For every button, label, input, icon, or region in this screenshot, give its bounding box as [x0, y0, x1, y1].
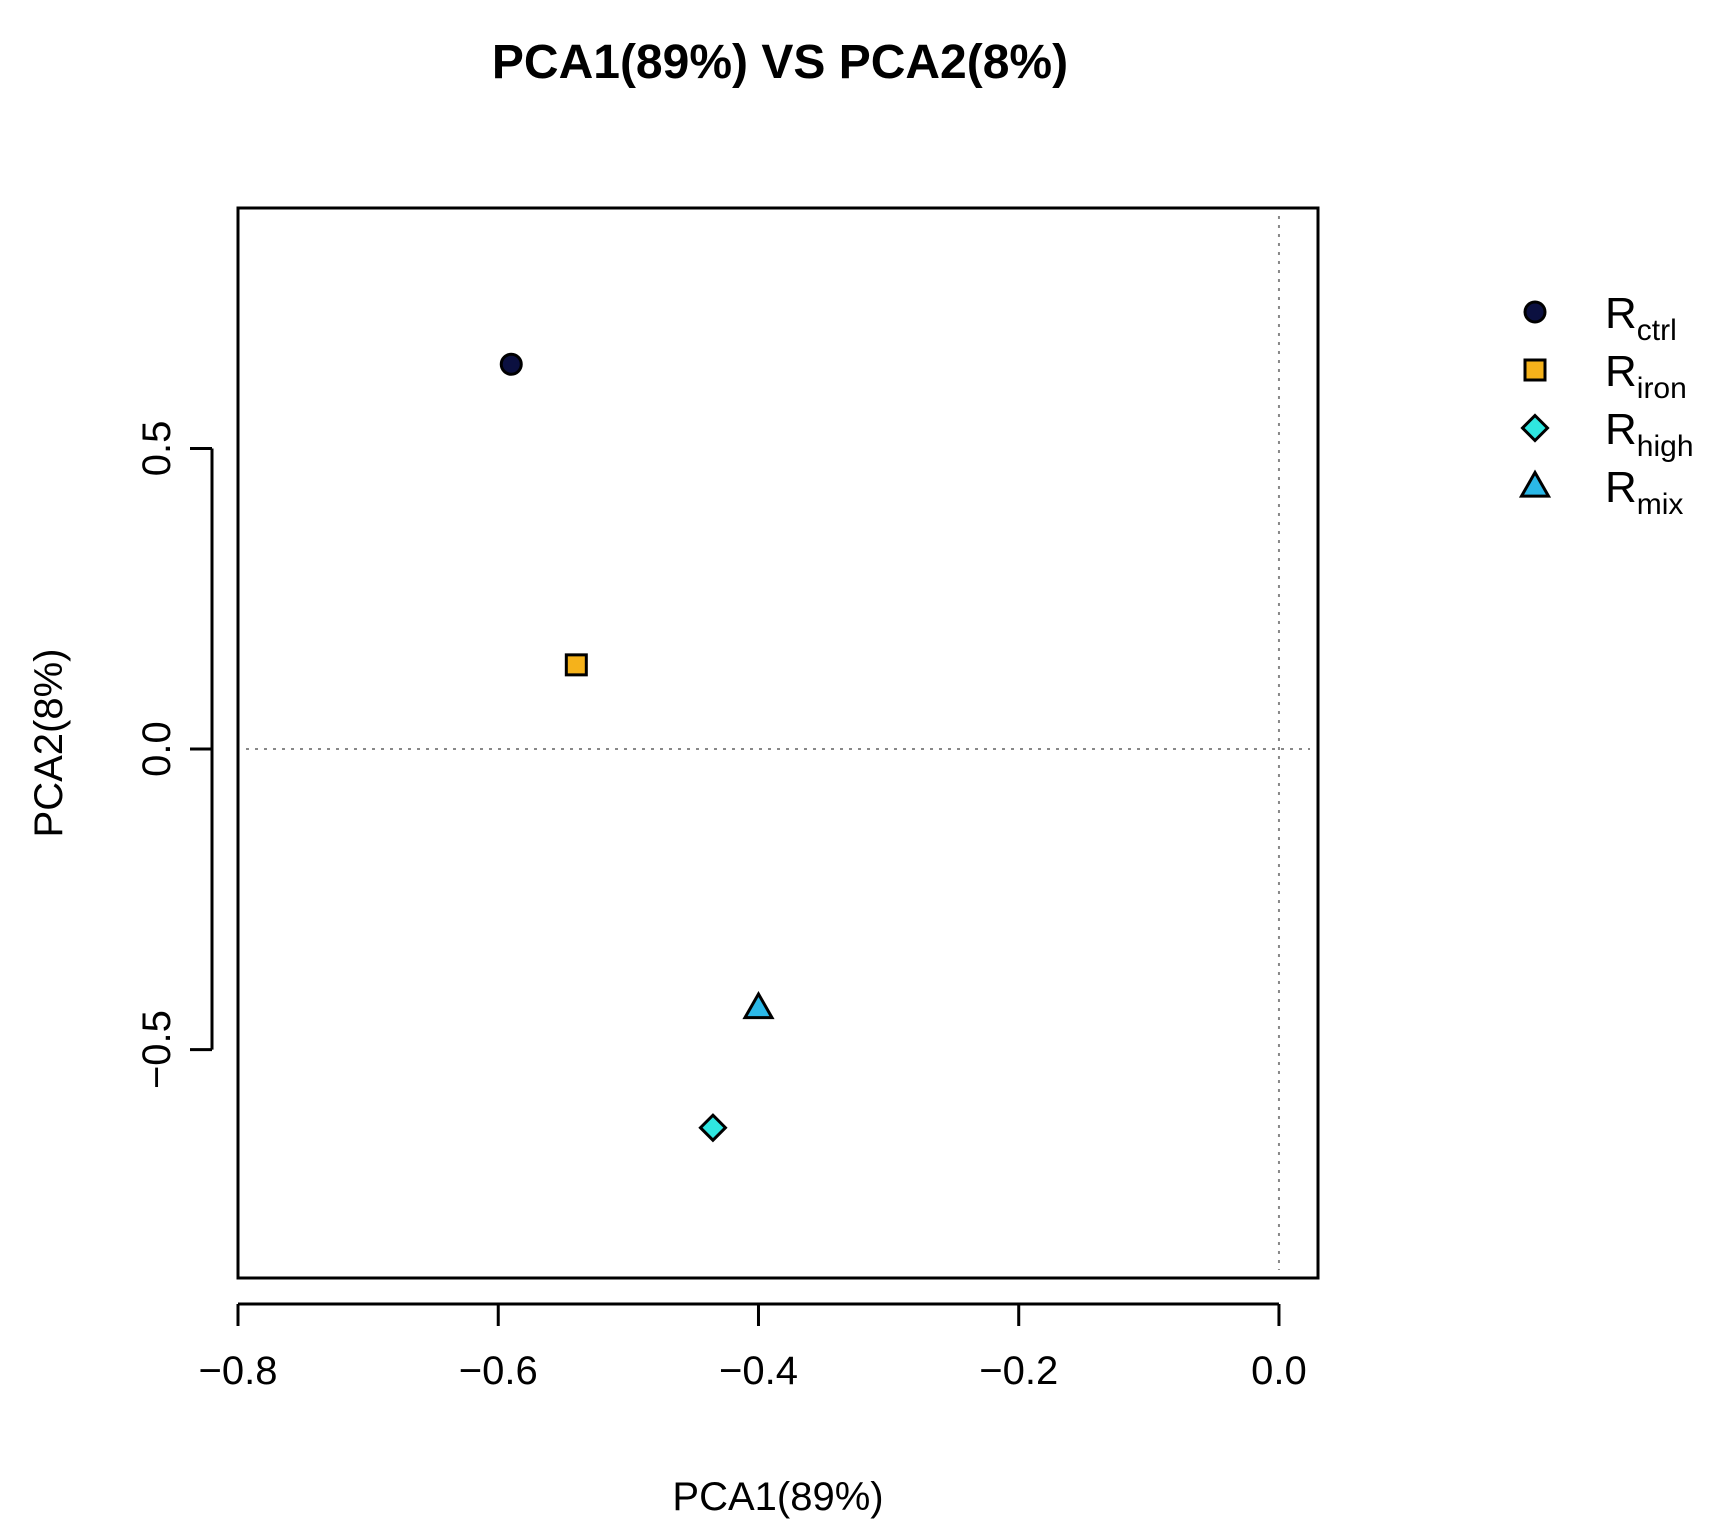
legend-marker-rmix	[1518, 469, 1552, 498]
x-axis-label: PCA1(89%)	[672, 1475, 883, 1519]
legend-label-base: R	[1605, 347, 1637, 396]
x-tick-label: 0.0	[1251, 1349, 1307, 1393]
x-tick-label: −0.6	[459, 1349, 538, 1393]
legend-label-subscript: ctrl	[1637, 314, 1677, 347]
data-points	[499, 352, 775, 1143]
y-tick-label: 0.0	[135, 721, 179, 777]
point-rctrl	[499, 352, 523, 376]
legend-label-rctrl: Rctrl	[1605, 289, 1677, 347]
x-tick-label: −0.8	[199, 1349, 278, 1393]
legend-label-subscript: mix	[1637, 488, 1684, 521]
plot-frame	[236, 206, 1320, 1280]
legend-marker-rctrl	[1523, 300, 1547, 324]
y-tick-label: 0.5	[135, 421, 179, 477]
point-rmix	[742, 990, 775, 1020]
legend-label-rhigh: Rhigh	[1605, 405, 1694, 463]
x-tick-label: −0.4	[719, 1349, 798, 1393]
point-rhigh	[698, 1113, 728, 1143]
legend-label-base: R	[1605, 289, 1637, 338]
legend-label-subscript: high	[1637, 430, 1694, 463]
point-riron	[564, 653, 588, 677]
legend-marker-rhigh	[1520, 413, 1550, 443]
x-tick-label: −0.2	[979, 1349, 1058, 1393]
legend-label-rmix: Rmix	[1605, 463, 1683, 521]
legend-label-riron: Riron	[1605, 347, 1687, 405]
legend-label-base: R	[1605, 405, 1637, 454]
y-axis-label: PCA2(8%)	[27, 649, 71, 838]
x-axis: −0.8 −0.6 −0.4 −0.2 0.0	[199, 1302, 1307, 1393]
chart-title: PCA1(89%) VS PCA2(8%)	[492, 36, 1068, 89]
y-axis: −0.5 0.0 0.5	[135, 421, 214, 1089]
y-tick-label: −0.5	[135, 1010, 179, 1089]
legend-label-base: R	[1605, 463, 1637, 512]
legend-marker-riron	[1523, 358, 1547, 382]
legend-label-subscript: iron	[1637, 372, 1687, 405]
